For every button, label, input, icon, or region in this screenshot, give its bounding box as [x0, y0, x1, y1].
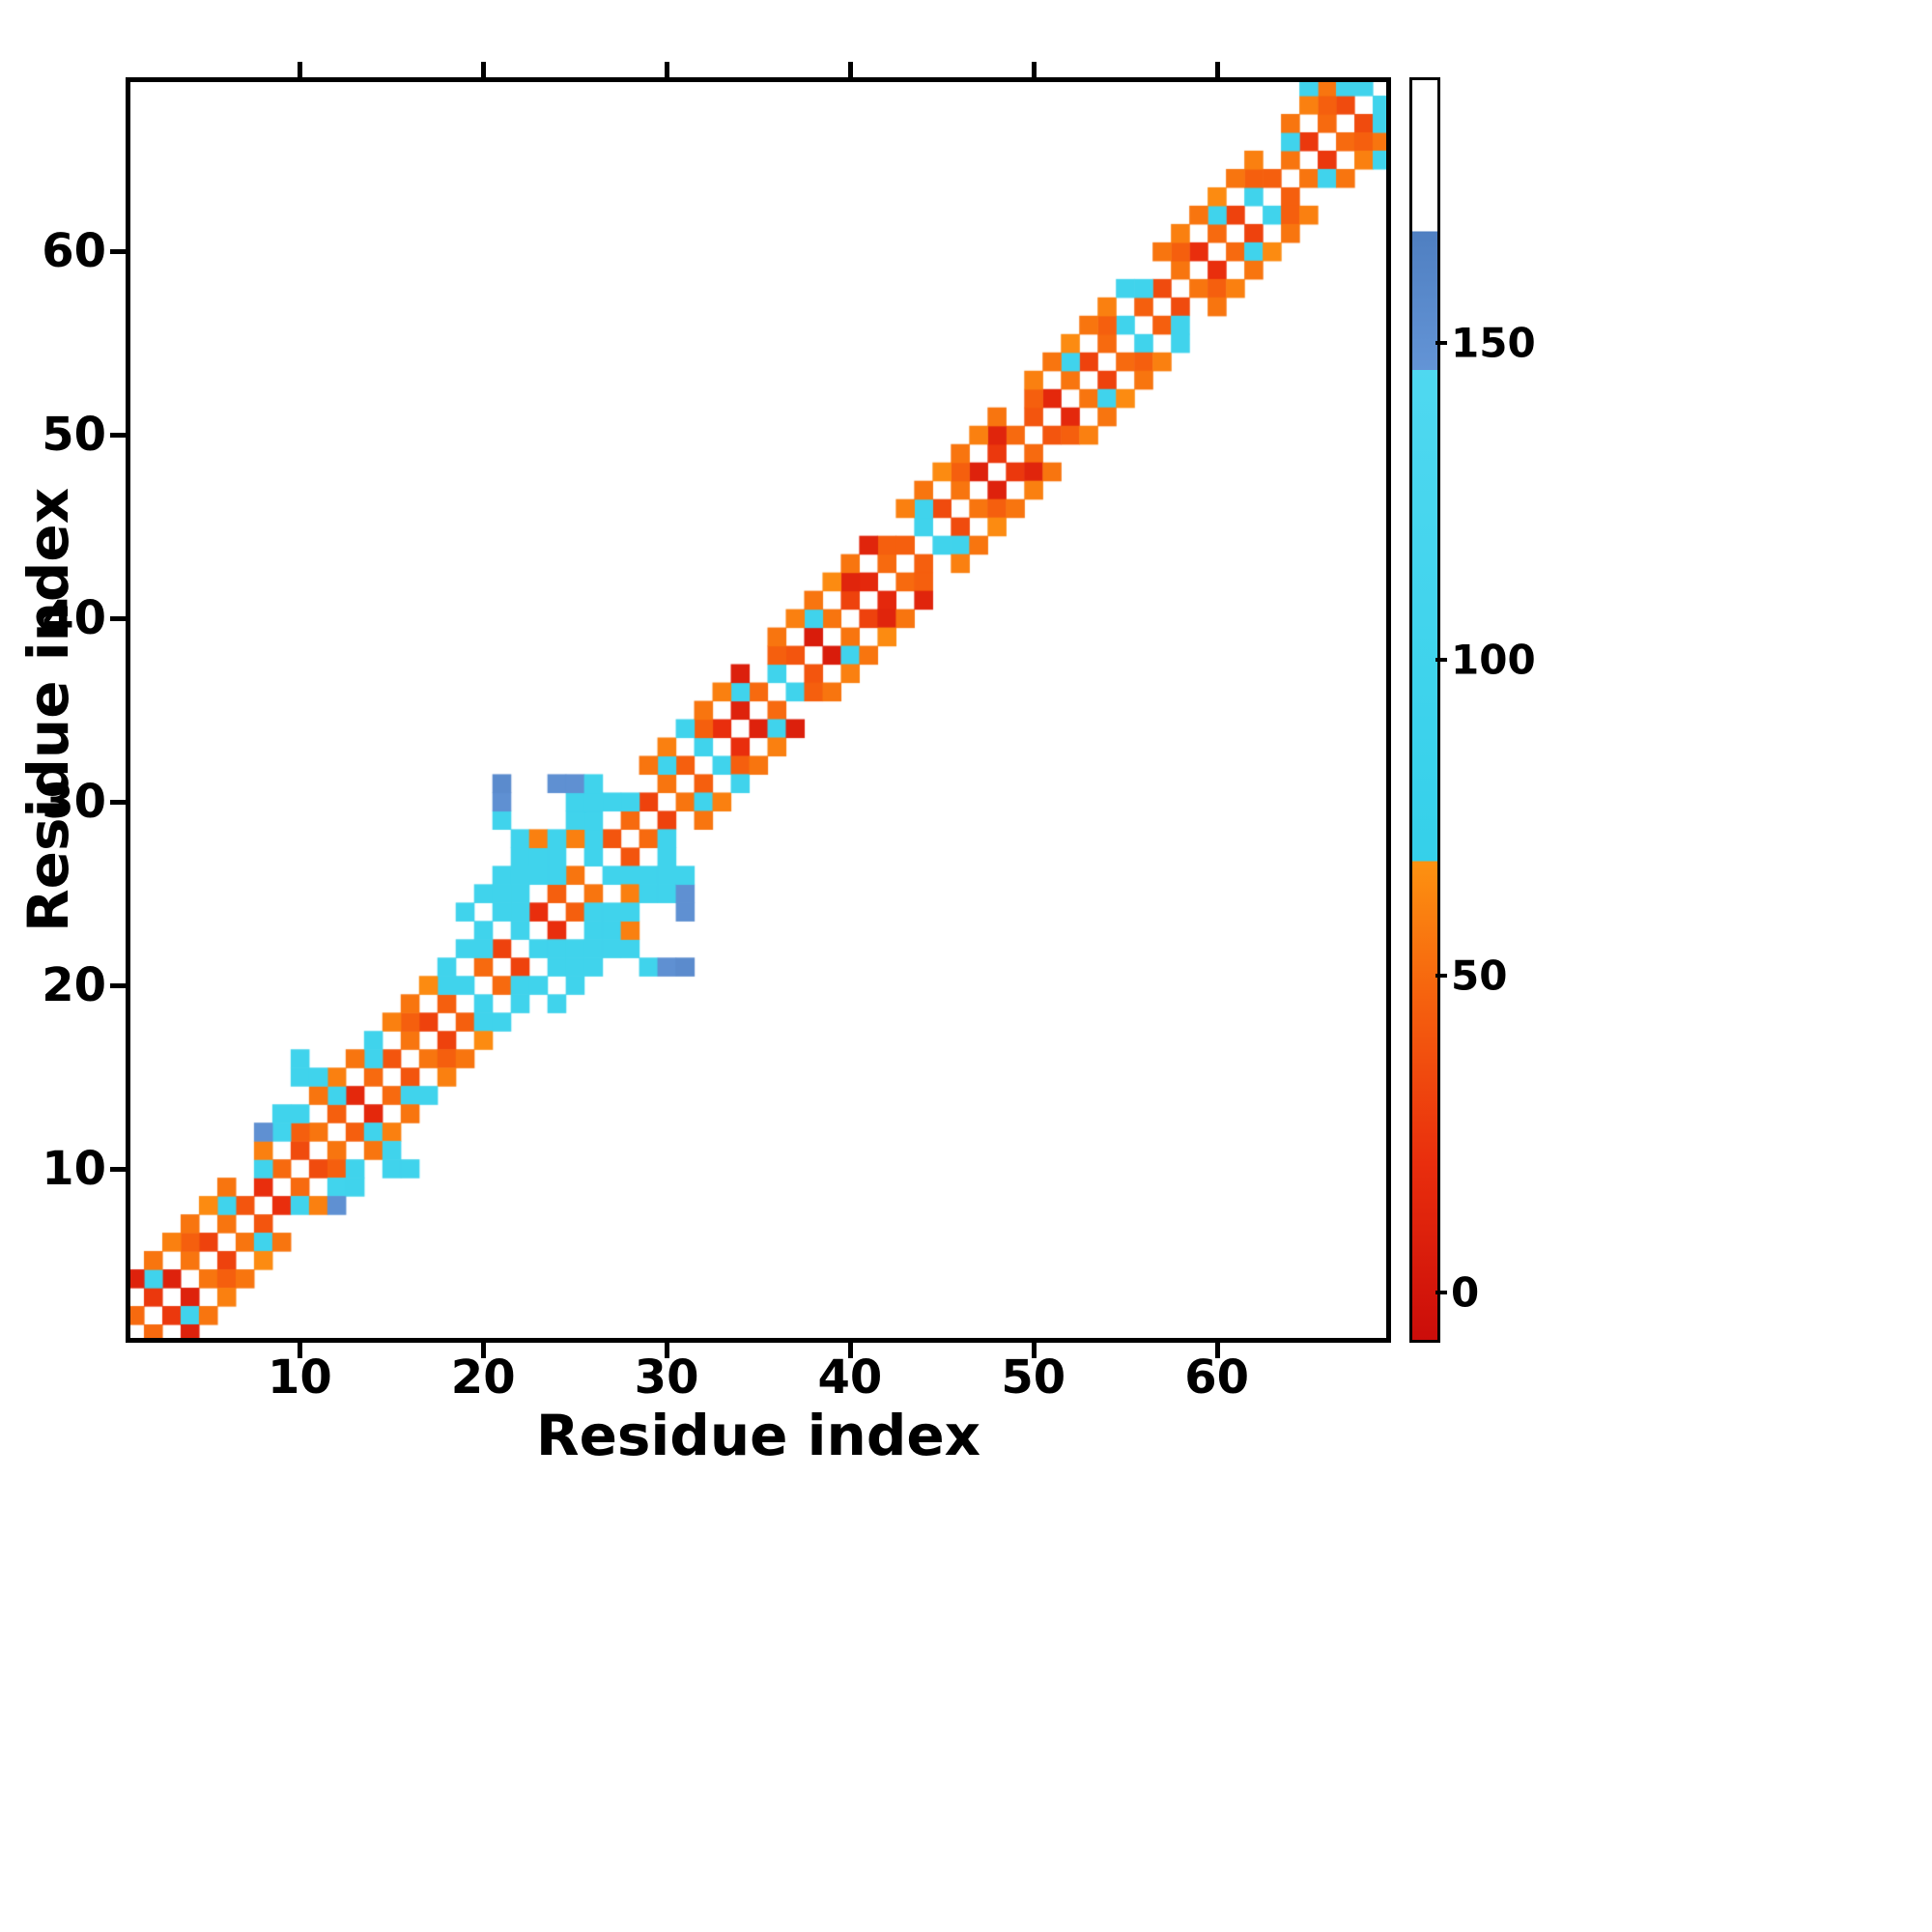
y-tick-label: 30 [42, 774, 106, 829]
x-tick-mark [1031, 62, 1037, 77]
x-tick-mark [1214, 1343, 1220, 1358]
x-tick-label: 20 [450, 1350, 516, 1405]
colorbar [1409, 77, 1440, 1343]
x-tick-mark [481, 62, 487, 77]
x-axis-label: Residue index [535, 1403, 981, 1468]
x-tick-label: 50 [1001, 1350, 1066, 1405]
colorbar-tick-mark [1435, 974, 1447, 979]
x-tick-label: 10 [267, 1350, 332, 1405]
x-tick-mark [847, 62, 853, 77]
colorbar-gradient [1412, 80, 1437, 1340]
x-tick-mark [665, 1343, 670, 1358]
colorbar-tick-mark [1435, 1290, 1447, 1294]
colorbar-tick-mark [1435, 341, 1447, 346]
y-tick-mark [110, 1166, 126, 1172]
y-tick-label: 50 [42, 408, 106, 463]
y-tick-mark [110, 799, 126, 805]
x-tick-label: 60 [1184, 1350, 1250, 1405]
x-tick-mark [298, 1343, 303, 1358]
heatmap-canvas [126, 77, 1391, 1343]
y-tick-mark [110, 433, 126, 439]
x-tick-mark [1031, 1343, 1037, 1358]
y-tick-mark [110, 616, 126, 622]
x-tick-mark [1214, 62, 1220, 77]
colorbar-tick-mark [1435, 657, 1447, 662]
y-tick-label: 60 [42, 224, 106, 279]
y-tick-mark [110, 249, 126, 255]
x-tick-mark [481, 1343, 487, 1358]
y-tick-label: 20 [42, 957, 106, 1012]
colorbar-tick-label: 150 [1451, 319, 1536, 367]
colorbar-tick-label: 0 [1451, 1268, 1480, 1317]
x-tick-label: 30 [634, 1350, 699, 1405]
x-tick-mark [847, 1343, 853, 1358]
colorbar-tick-label: 100 [1451, 636, 1536, 684]
colorbar-tick-label: 50 [1451, 952, 1508, 1000]
y-tick-mark [110, 982, 126, 988]
y-tick-label: 40 [42, 591, 106, 646]
x-tick-label: 40 [817, 1350, 883, 1405]
x-tick-mark [665, 62, 670, 77]
x-tick-mark [298, 62, 303, 77]
y-tick-label: 10 [42, 1141, 106, 1196]
